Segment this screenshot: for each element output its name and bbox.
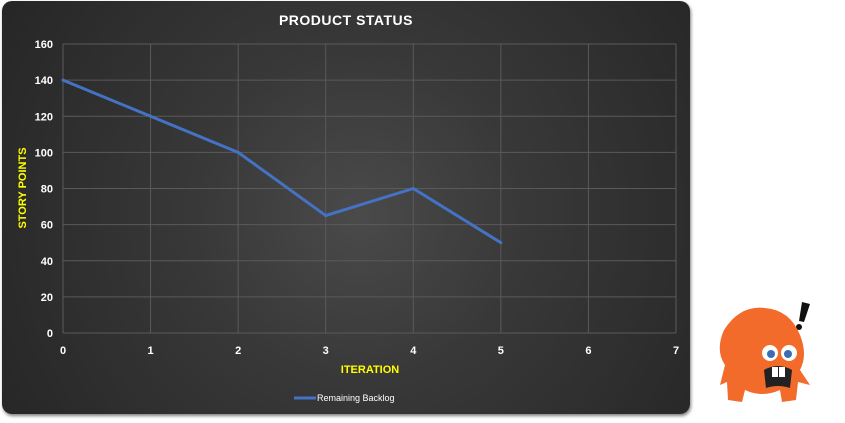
data-point	[499, 241, 503, 245]
data-point	[236, 150, 240, 154]
data-point	[324, 214, 328, 218]
y-tick-label: 20	[41, 292, 53, 304]
x-tick-label: 7	[673, 345, 679, 357]
x-tick-label: 4	[410, 345, 417, 357]
x-axis-label: ITERATION	[341, 364, 400, 376]
y-axis-label: STORY POINTS	[17, 147, 29, 228]
x-tick-label: 1	[148, 345, 154, 357]
monster-illustration	[719, 302, 810, 402]
y-tick-label: 60	[41, 220, 53, 232]
y-tick-label: 140	[35, 75, 53, 87]
y-tick-label: 80	[41, 184, 53, 196]
y-tick-label: 40	[41, 256, 53, 268]
x-tick-label: 3	[323, 345, 329, 357]
chart-title: PRODUCT STATUS	[279, 12, 413, 28]
x-tick-label: 0	[60, 345, 66, 357]
x-tick-label: 5	[498, 345, 504, 357]
y-tick-label: 100	[35, 147, 53, 159]
series-line	[62, 78, 502, 244]
legend-label: Remaining Backlog	[317, 393, 395, 403]
y-tick-label: 0	[47, 328, 53, 340]
legend: Remaining Backlog	[294, 393, 395, 403]
y-tick-label: 160	[35, 39, 53, 51]
data-point	[411, 187, 415, 190]
data-point	[61, 78, 65, 82]
data-point	[149, 114, 153, 118]
y-tick-label: 120	[35, 111, 53, 123]
x-tick-label: 6	[585, 345, 591, 357]
chart-panel	[2, 1, 690, 414]
x-tick-label: 2	[235, 345, 241, 357]
